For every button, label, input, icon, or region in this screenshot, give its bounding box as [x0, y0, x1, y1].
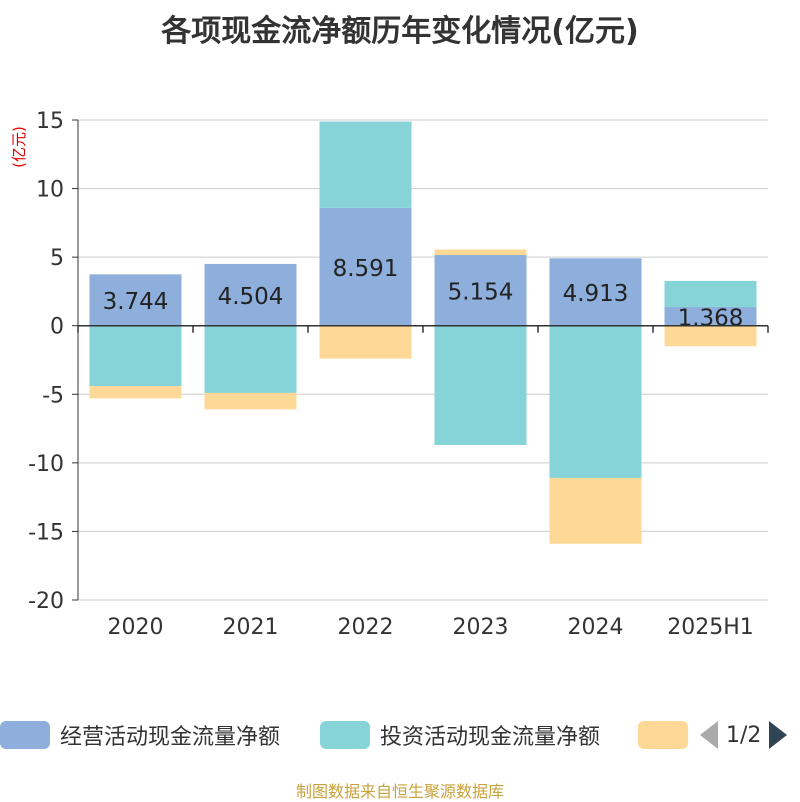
bar-2024-series-0 — [549, 258, 642, 326]
legend: 经营活动现金流量净额 投资活动现金流量净额 1/2 — [0, 715, 800, 755]
chart-title: 各项现金流净额历年变化情况(亿元) — [161, 14, 639, 49]
legend-swatch-operating — [0, 721, 50, 749]
y-tick-label: 0 — [50, 315, 64, 340]
y-tick-label: -10 — [28, 452, 64, 477]
y-tick-label: 10 — [36, 178, 64, 203]
bar-2025H1-series-1 — [664, 280, 757, 307]
x-tick-label: 2024 — [568, 615, 624, 640]
x-tick-label: 2023 — [453, 615, 509, 640]
bar-2020-series-2 — [89, 386, 182, 399]
bar-2023-series-0 — [434, 255, 527, 326]
data-label: 8.591 — [333, 256, 399, 282]
bar-2025H1-series-2 — [664, 325, 757, 347]
x-tick-label: 2020 — [108, 615, 164, 640]
bar-2023-series-2 — [434, 249, 527, 256]
bar-2024-series-1 — [549, 325, 642, 478]
x-tick-label: 2022 — [338, 615, 394, 640]
legend-pager: 1/2 — [700, 715, 788, 755]
data-label: 3.744 — [103, 289, 169, 315]
legend-label-investing: 投资活动现金流量净额 — [380, 725, 601, 750]
x-tick-label: 2025H1 — [667, 615, 754, 640]
data-label: 5.154 — [448, 279, 514, 305]
legend-item-operating[interactable]: 经营活动现金流量净额 — [0, 715, 280, 755]
bar-2022-series-1 — [319, 121, 412, 208]
bar-2025H1-series-0 — [664, 306, 757, 326]
bar-2020-series-0 — [89, 274, 182, 326]
legend-item-investing[interactable]: 投资活动现金流量净额 — [320, 715, 600, 755]
y-tick-label: 5 — [50, 246, 64, 271]
legend-next-icon[interactable] — [769, 721, 788, 749]
y-tick-label: -20 — [28, 589, 64, 614]
legend-label-operating: 经营活动现金流量净额 — [60, 725, 281, 750]
source-note: 制图数据来自恒生聚源数据库 — [295, 782, 504, 801]
bar-2021-series-0 — [204, 263, 297, 326]
bar-2021-series-2 — [204, 392, 297, 410]
legend-prev-icon[interactable] — [700, 721, 718, 749]
data-label: 4.504 — [218, 284, 284, 310]
bar-2022-series-0 — [319, 207, 412, 326]
bar-2022-series-2 — [319, 325, 412, 359]
bar-2024-series-2 — [549, 477, 642, 544]
bar-2020-series-1 — [89, 325, 182, 387]
legend-page-indicator: 1/2 — [726, 722, 762, 748]
legend-swatch-investing — [320, 721, 370, 749]
y-tick-label: -15 — [28, 520, 64, 545]
x-tick-label: 2021 — [223, 615, 279, 640]
chart-canvas: 15 10 5 0 -5 -10 -15 -20 (亿元) 3.744 4.504 8.591 5.15… — [10, 109, 769, 640]
legend-item-third-series[interactable] — [638, 715, 688, 755]
data-label: 4.913 — [563, 281, 629, 307]
y-axis-label: (亿元) — [10, 126, 28, 168]
legend-swatch-third-series — [638, 721, 688, 749]
y-tick-label: -5 — [42, 383, 64, 408]
y-tick-label: 15 — [36, 109, 64, 134]
bar-2021-series-1 — [204, 325, 297, 393]
bar-2023-series-1 — [434, 325, 527, 446]
